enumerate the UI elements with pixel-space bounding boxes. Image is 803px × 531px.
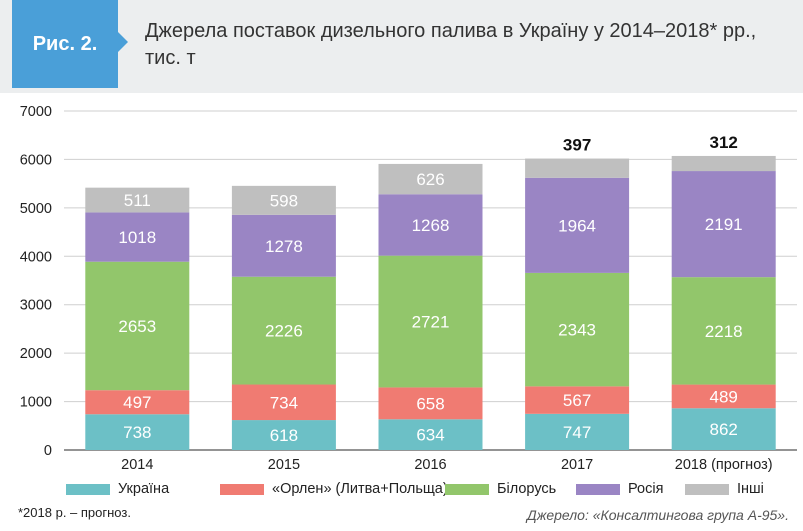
x-tick-label: 2016 (414, 457, 446, 473)
title-line-1: Джерела поставок дизельного палива в Укр… (145, 20, 757, 42)
y-tick-label: 7000 (20, 104, 52, 120)
data-label: 2343 (558, 321, 596, 340)
legend-item: Білорусь (445, 478, 556, 500)
data-label: 618 (270, 426, 298, 445)
bar-segment (525, 413, 630, 450)
bar-segment (378, 387, 483, 420)
bar-segment (231, 384, 336, 421)
bar-segment (378, 419, 483, 450)
source-note: Джерело: «Консалтингова група А-95». (526, 507, 789, 523)
y-tick-label: 1000 (20, 395, 52, 411)
y-tick-label: 6000 (20, 152, 52, 168)
x-tick-label: 2015 (268, 457, 300, 473)
data-label: 497 (123, 393, 151, 412)
chart-title: Джерела поставок дизельного палива в Укр… (145, 18, 785, 72)
legend-label: Україна (118, 481, 170, 497)
header-band (0, 0, 803, 93)
bar-segment (378, 194, 483, 256)
footnote: *2018 р. – прогноз. (18, 505, 131, 520)
data-label: 397 (563, 136, 591, 155)
legend-swatch (685, 483, 729, 495)
legend-item: Україна (66, 478, 169, 500)
legend-swatch (220, 483, 264, 495)
y-tick-label: 3000 (20, 298, 52, 314)
data-label: 489 (710, 387, 738, 406)
stacked-bar-chart: 0 1000 2000 3000 4000 5000 6000 7000 738 497 2653 1… (20, 104, 797, 473)
bar-segment (231, 420, 336, 450)
legend-label: Росія (628, 481, 664, 497)
legend-swatch (66, 483, 110, 495)
bar-segment (378, 163, 483, 195)
bar-segment (378, 255, 483, 388)
data-label: 2226 (265, 322, 303, 341)
bar-segment (525, 177, 630, 273)
bar-segment (671, 171, 776, 278)
data-label: 634 (416, 426, 444, 445)
bar-segment (231, 185, 336, 215)
data-label: 2653 (118, 317, 156, 336)
bar-segment (231, 276, 336, 385)
legend-swatch (576, 483, 620, 495)
legend-item: «Орлен» (Литва+Польща) (220, 478, 448, 500)
bar-segment (231, 214, 336, 277)
data-label: 1278 (265, 237, 303, 256)
bar-segment (85, 212, 190, 262)
bar-segment (85, 390, 190, 415)
y-tick-label: 5000 (20, 201, 52, 217)
data-label: 312 (710, 133, 738, 152)
data-label: 1018 (118, 228, 156, 247)
data-label: 511 (124, 191, 151, 210)
data-label: 626 (416, 170, 444, 189)
data-label: 738 (123, 423, 151, 442)
x-tick-label: 2017 (561, 457, 593, 473)
data-label: 567 (563, 391, 591, 410)
legend-item: Росія (576, 478, 663, 500)
bar-segment (525, 272, 630, 387)
legend-label: «Орлен» (Литва+Польща) (272, 481, 448, 497)
title-line-2: тис. т (145, 47, 196, 69)
bar-segment (671, 384, 776, 409)
legend-label: Інші (737, 481, 764, 497)
data-label: 2218 (705, 322, 743, 341)
bar-segment (671, 277, 776, 385)
bar-segment (85, 261, 190, 391)
figure-badge: Рис. 2. (12, 0, 118, 88)
data-label: 1268 (412, 216, 450, 235)
legend: Україна «Орлен» (Литва+Польща) Білорусь Рос… (0, 478, 803, 500)
legend-label: Білорусь (497, 481, 557, 497)
y-tick-label: 4000 (20, 249, 52, 265)
data-label: 747 (563, 423, 591, 442)
bar-segment (525, 158, 630, 178)
data-label: 862 (710, 420, 738, 439)
data-label: 2191 (705, 215, 743, 234)
bar-segment (671, 408, 776, 450)
data-label: 2721 (412, 313, 450, 332)
x-tick-label: 2018 (прогноз) (675, 457, 773, 473)
data-label: 658 (416, 394, 444, 413)
bar-segment (525, 386, 630, 414)
data-label: 1964 (558, 216, 596, 235)
legend-item: Інші (685, 478, 764, 500)
badge-arrow-icon (118, 32, 128, 52)
data-label: 734 (270, 393, 298, 412)
data-label: 598 (270, 191, 298, 210)
y-tick-label: 0 (44, 443, 52, 459)
bar-segment (85, 414, 190, 450)
bar-segment (671, 155, 776, 172)
y-tick-label: 2000 (20, 346, 52, 362)
bar-segment (85, 187, 190, 213)
x-tick-label: 2014 (121, 457, 153, 473)
legend-swatch (445, 483, 489, 495)
